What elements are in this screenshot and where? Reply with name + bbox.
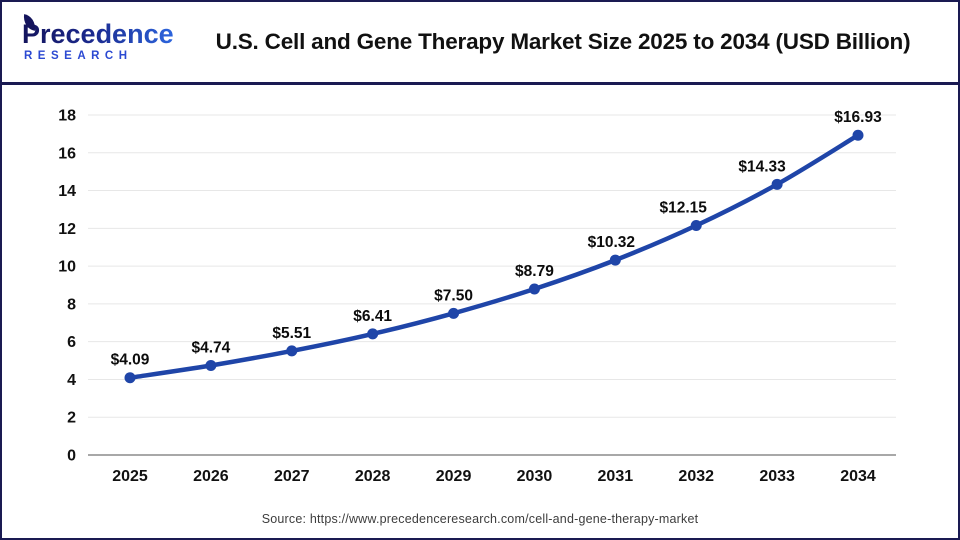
title-container: U.S. Cell and Gene Therapy Market Size 2… <box>182 29 944 55</box>
y-tick-label: 10 <box>58 259 76 276</box>
data-label: $7.50 <box>434 287 473 304</box>
x-tick-label: 2033 <box>759 468 795 485</box>
data-point <box>771 178 783 190</box>
data-label: $10.32 <box>588 234 635 251</box>
x-tick-label: 2032 <box>678 468 714 485</box>
data-label: $6.41 <box>353 308 392 325</box>
header-divider <box>2 82 958 85</box>
data-label: $4.74 <box>191 339 230 356</box>
series-line <box>127 132 861 380</box>
source-text: Source: https://www.precedenceresearch.c… <box>261 512 699 526</box>
x-tick-label: 2028 <box>355 468 391 485</box>
data-point <box>124 372 136 384</box>
data-point <box>609 254 621 266</box>
y-tick-label: 14 <box>58 183 76 200</box>
footer: Source: https://www.precedenceresearch.c… <box>2 500 958 538</box>
y-tick-label: 8 <box>67 296 76 313</box>
data-label: $12.15 <box>660 200 708 217</box>
header: Precedence RESEARCH U.S. Cell and Gene T… <box>2 2 958 82</box>
data-point <box>690 220 702 231</box>
x-tick-label: 2031 <box>598 468 634 485</box>
market-chart: 0 2 4 6 8 10 12 14 16 18 2025 2026 2027 2028 2029 2030 2… <box>58 108 896 485</box>
y-tick-label: 12 <box>58 221 76 238</box>
y-tick-label: 18 <box>58 108 76 125</box>
data-point <box>852 129 864 141</box>
data-point <box>448 307 460 319</box>
data-label: $5.51 <box>272 325 311 342</box>
x-tick-label: 2027 <box>274 468 310 485</box>
data-point <box>367 328 379 340</box>
y-tick-label: 6 <box>67 334 76 351</box>
data-point <box>205 359 217 371</box>
x-tick-label: 2030 <box>517 468 553 485</box>
page-title: U.S. Cell and Gene Therapy Market Size 2… <box>215 29 911 54</box>
data-label: $14.33 <box>738 158 786 175</box>
logo-wordmark: Precedence <box>22 21 182 48</box>
y-tick-label: 16 <box>58 145 76 162</box>
x-tick-label: 2026 <box>193 468 229 485</box>
logo-subtitle: RESEARCH <box>24 50 133 63</box>
data-label: $16.93 <box>834 109 882 126</box>
y-tick-label: 0 <box>67 448 76 465</box>
y-tick-label: 4 <box>67 372 76 389</box>
data-point <box>528 283 540 295</box>
precedence-research-logo: Precedence RESEARCH <box>22 14 182 63</box>
data-label: $8.79 <box>515 263 554 280</box>
data-label: $4.09 <box>111 352 150 369</box>
chart-area: 0 2 4 6 8 10 12 14 16 18 2025 2026 2027 2028 2029 2030 2… <box>2 85 958 500</box>
y-tick-label: 2 <box>67 410 76 427</box>
x-tick-label: 2025 <box>112 468 148 485</box>
x-tick-label: 2034 <box>840 468 876 485</box>
x-tick-label: 2029 <box>436 468 472 485</box>
data-point <box>286 345 298 357</box>
